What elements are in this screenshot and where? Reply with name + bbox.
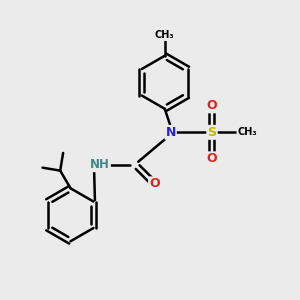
- Text: O: O: [206, 99, 217, 112]
- Text: O: O: [149, 177, 160, 190]
- Text: CH₃: CH₃: [155, 30, 175, 40]
- Text: O: O: [206, 152, 217, 165]
- Text: NH: NH: [90, 158, 110, 171]
- Text: N: N: [165, 126, 176, 139]
- Text: S: S: [207, 126, 216, 139]
- Text: CH₃: CH₃: [237, 127, 257, 137]
